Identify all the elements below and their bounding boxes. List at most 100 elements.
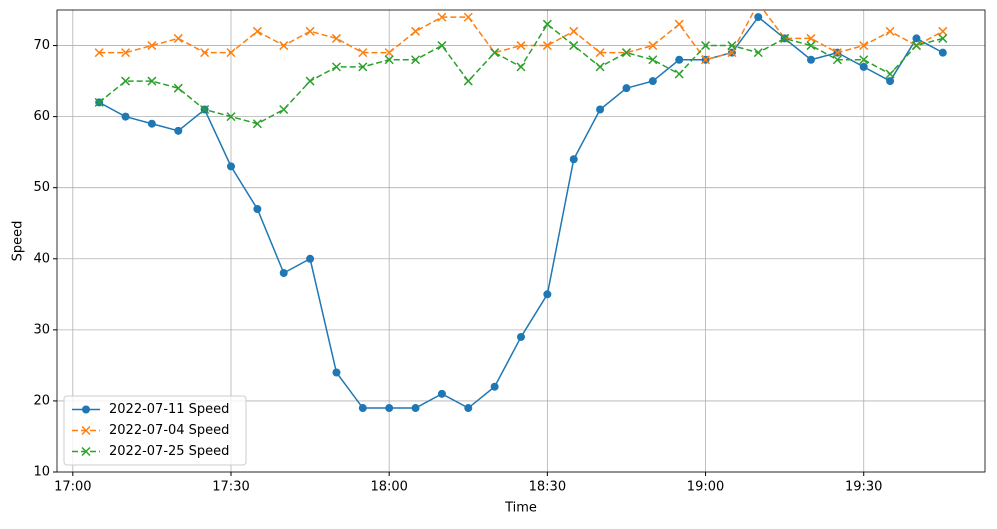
point — [727, 41, 737, 51]
point — [358, 404, 367, 413]
point — [173, 83, 183, 93]
point — [279, 41, 289, 51]
y-tick-label: 20 — [33, 393, 50, 408]
legend-label: 2022-07-04 Speed — [109, 423, 229, 438]
point — [437, 12, 447, 22]
y-tick-label: 40 — [33, 251, 50, 266]
point — [754, 0, 762, 7]
legend-marker — [81, 425, 91, 436]
point — [226, 112, 236, 122]
point — [121, 48, 131, 58]
point — [542, 19, 552, 29]
point — [331, 33, 341, 43]
legend-marker — [82, 405, 90, 414]
point — [754, 13, 763, 22]
y-tick-label: 50 — [33, 180, 50, 195]
y-tick-label: 60 — [33, 109, 50, 124]
point — [675, 55, 684, 64]
point — [200, 48, 210, 58]
point — [753, 48, 763, 58]
point — [912, 34, 921, 43]
legend-label: 2022-07-25 Speed — [109, 444, 229, 459]
point — [384, 55, 394, 65]
point — [516, 62, 526, 72]
point — [332, 368, 341, 377]
point — [543, 290, 552, 299]
series — [94, 0, 948, 65]
point — [832, 48, 842, 58]
point — [648, 41, 658, 51]
x-tick-label: 19:30 — [845, 480, 882, 495]
point — [252, 119, 262, 129]
point — [807, 55, 815, 64]
point — [331, 62, 341, 72]
point — [648, 77, 657, 86]
point — [859, 41, 869, 51]
point — [622, 84, 631, 93]
point — [411, 55, 421, 65]
point — [490, 382, 499, 391]
point — [226, 48, 236, 58]
legend-box — [63, 395, 247, 466]
x-tick-label: 18:00 — [370, 480, 407, 495]
point — [121, 112, 130, 121]
point — [648, 55, 658, 65]
point — [306, 254, 315, 263]
point — [595, 62, 605, 72]
point — [227, 162, 235, 171]
y-tick-label: 30 — [33, 322, 50, 337]
point — [279, 104, 289, 115]
point — [938, 26, 948, 36]
line — [98, 23, 944, 125]
plot-frame — [56, 9, 986, 473]
point — [832, 55, 842, 65]
point — [358, 48, 368, 58]
line — [99, 10, 944, 61]
point — [596, 105, 605, 114]
point — [780, 33, 790, 43]
point — [542, 41, 552, 51]
point — [121, 76, 131, 86]
point — [701, 41, 711, 51]
point — [385, 404, 394, 413]
point — [727, 48, 737, 58]
point — [885, 69, 895, 79]
point — [411, 26, 421, 36]
x-tick-label: 19:00 — [687, 480, 724, 495]
point — [911, 41, 921, 51]
point — [94, 48, 104, 58]
point — [859, 62, 868, 71]
point — [595, 48, 605, 58]
y-tick-label: 70 — [33, 38, 50, 53]
point — [517, 332, 525, 341]
legend-label: 2022-07-11 Speed — [109, 402, 229, 417]
point — [569, 155, 578, 164]
point — [437, 389, 446, 398]
point — [173, 33, 183, 43]
point — [147, 41, 157, 51]
point — [253, 205, 262, 214]
point — [490, 48, 500, 58]
point — [94, 97, 104, 107]
point — [569, 41, 579, 51]
point — [569, 26, 579, 36]
x-tick-label: 18:30 — [529, 480, 566, 495]
point — [886, 77, 895, 86]
point — [200, 104, 210, 115]
y-axis-label: Speed — [11, 221, 26, 262]
point — [516, 41, 526, 51]
x-axis-label: Time — [504, 501, 537, 516]
line — [98, 16, 944, 409]
series — [94, 19, 948, 129]
point — [384, 48, 394, 58]
y-tick-label: 10 — [33, 465, 50, 480]
point — [147, 76, 157, 86]
point — [147, 119, 156, 128]
point — [701, 55, 711, 65]
point — [464, 404, 473, 413]
legend-marker — [81, 446, 91, 457]
point — [411, 404, 420, 413]
point — [806, 33, 816, 43]
point — [859, 55, 869, 65]
